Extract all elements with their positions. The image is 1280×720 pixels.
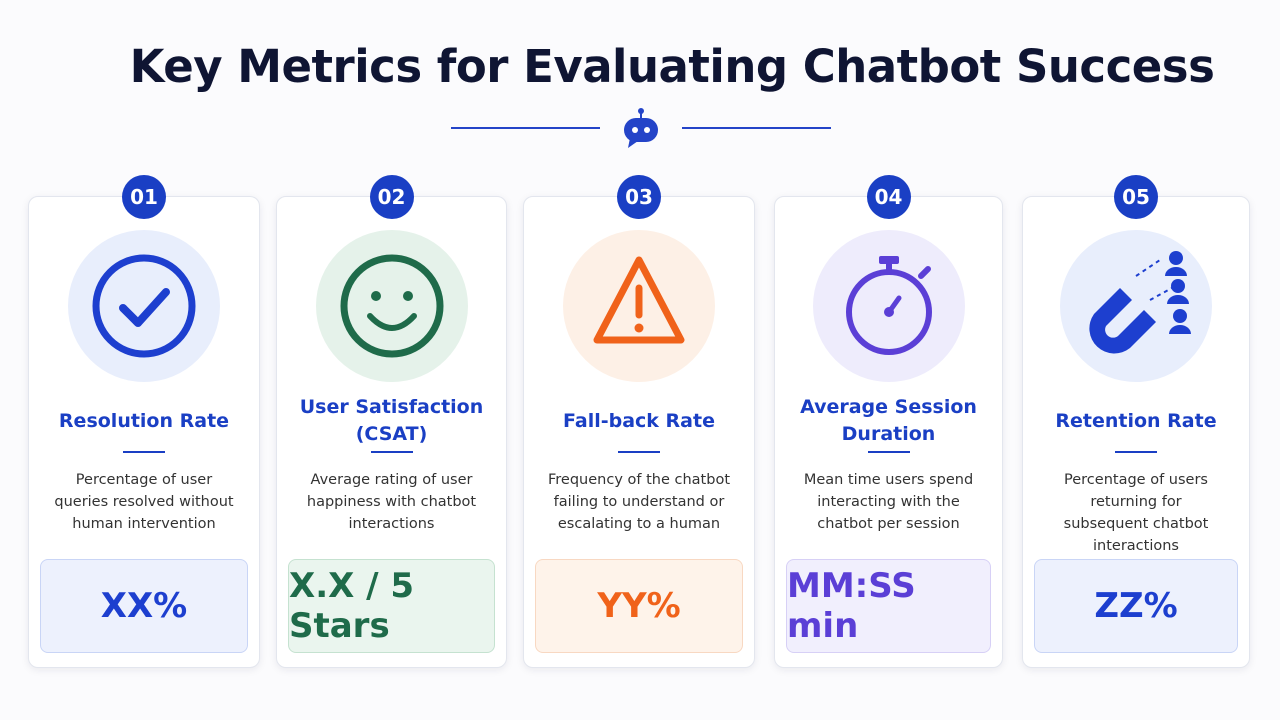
- metric-value: X.X / 5 Stars: [288, 559, 495, 653]
- metric-card: 02 User Satisfaction (CSAT) Average rating…: [276, 175, 507, 668]
- card-description: Mean time users spend interacting with t…: [803, 472, 974, 532]
- icon-circle: [563, 230, 715, 382]
- card-number: 05: [1114, 175, 1158, 219]
- separator: [370, 451, 413, 453]
- page-title: Key Metrics for Evaluating Chatbot Succe…: [129, 40, 1215, 93]
- metric-card: 03 Fall-back Rate Frequency of the chatbot…: [523, 175, 755, 668]
- card-description: Percentage of users returning for subseq…: [1063, 472, 1209, 554]
- separator: [123, 451, 165, 453]
- metric-value: YY%: [535, 559, 743, 653]
- metric-card: 01 Resolution Rate Percentage of user quer…: [28, 175, 260, 668]
- icon: [845, 256, 932, 355]
- divider: [682, 127, 831, 129]
- icon: [1089, 251, 1191, 354]
- divider: [451, 127, 600, 129]
- card-number: 04: [866, 175, 911, 219]
- metric-value: ZZ%: [1034, 559, 1238, 653]
- metric-value: MM:SS min: [786, 559, 991, 653]
- card-number: 01: [122, 175, 166, 219]
- robot-icon: [624, 108, 658, 148]
- card-title: Resolution Rate: [58, 409, 230, 432]
- icon: [593, 256, 685, 344]
- icon: [92, 254, 196, 358]
- metric-card: 05 Retention Rate Percentage of users retu…: [1022, 175, 1250, 668]
- card-title: Retention Rate: [1055, 409, 1217, 432]
- metric-card: 04 Average Session Duration Mean time user…: [774, 175, 1003, 668]
- icon: [340, 254, 443, 358]
- icon-circle: [812, 230, 965, 382]
- card-number: 03: [617, 175, 661, 219]
- icon-circle: [1060, 230, 1212, 382]
- card-description: Percentage of user queries resolved with…: [54, 472, 234, 532]
- separator: [1115, 451, 1157, 453]
- card-description: Frequency of the chatbot failing to unde…: [548, 472, 731, 532]
- icon-circle: [68, 230, 220, 382]
- card-title: Average Session Duration: [800, 396, 977, 445]
- card-title: User Satisfaction (CSAT): [299, 396, 484, 445]
- separator: [867, 451, 910, 453]
- metric-value: XX%: [40, 559, 248, 653]
- icon-circle: [315, 230, 468, 382]
- card-number: 02: [369, 175, 414, 219]
- card-title: Fall-back Rate: [563, 409, 715, 432]
- separator: [618, 451, 660, 453]
- card-description: Average rating of user happiness with ch…: [306, 472, 477, 532]
